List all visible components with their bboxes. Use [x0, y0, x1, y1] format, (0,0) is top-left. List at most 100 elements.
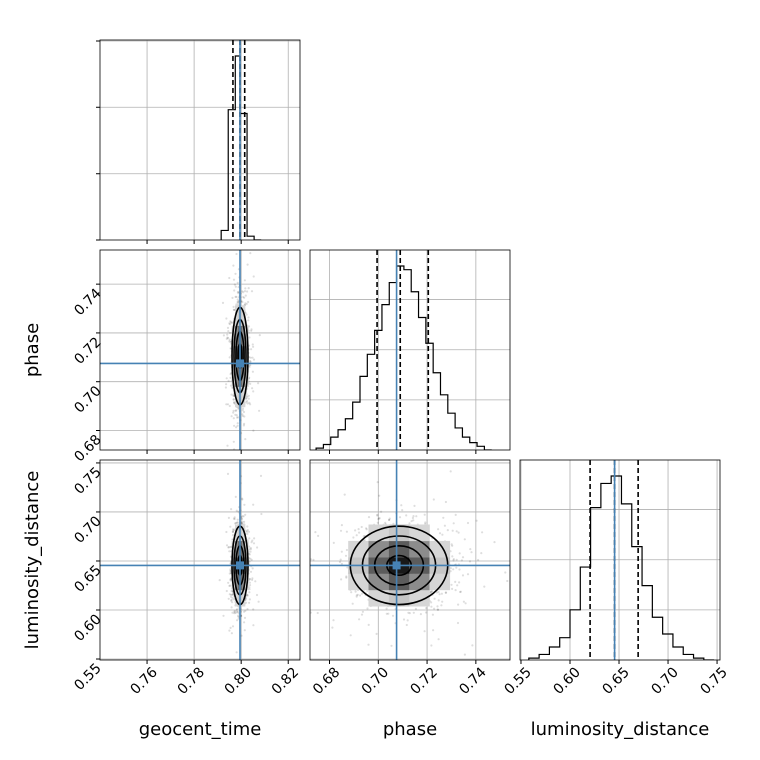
- sample-point: [455, 558, 458, 561]
- sample-point: [356, 593, 359, 596]
- sample-point: [231, 530, 234, 533]
- sample-point: [340, 578, 343, 581]
- sample-point: [245, 593, 248, 596]
- sample-point: [229, 562, 232, 565]
- sample-point: [375, 632, 378, 636]
- sample-point: [340, 562, 343, 566]
- x-tick-label: 0.80: [222, 664, 255, 697]
- sample-point: [475, 519, 478, 522]
- sample-point: [232, 417, 235, 420]
- sample-point: [316, 611, 319, 615]
- sample-point: [451, 555, 454, 558]
- sample-point: [233, 308, 236, 311]
- sample-point: [236, 521, 239, 524]
- sample-point: [248, 577, 251, 581]
- sample-point: [236, 301, 239, 304]
- sample-point: [231, 593, 234, 596]
- sample-point: [248, 360, 252, 363]
- sample-point: [250, 348, 253, 351]
- sample-point: [233, 610, 236, 613]
- sample-point: [423, 513, 426, 516]
- sample-point: [234, 611, 237, 615]
- sample-point: [248, 401, 251, 404]
- sample-point: [241, 409, 244, 412]
- sample-point: [236, 422, 239, 425]
- sample-point: [431, 590, 434, 593]
- sample-point: [233, 516, 236, 519]
- sample-point: [248, 601, 251, 604]
- sample-point: [256, 546, 259, 549]
- sample-point: [241, 413, 244, 416]
- sample-point: [250, 558, 253, 562]
- sample-point: [436, 608, 439, 611]
- sample-point: [244, 302, 247, 305]
- sample-point: [248, 591, 251, 594]
- sample-point: [456, 584, 459, 587]
- sample-point: [234, 272, 237, 275]
- sample-point: [258, 409, 261, 412]
- sample-point: [254, 580, 257, 583]
- sample-point: [228, 340, 231, 343]
- sample-point: [376, 521, 379, 524]
- sample-point: [252, 624, 255, 627]
- sample-point: [229, 340, 232, 344]
- sample-point: [408, 612, 411, 615]
- sample-point: [455, 566, 458, 569]
- sample-point: [332, 541, 335, 545]
- sample-point: [251, 539, 254, 542]
- sample-point: [440, 592, 443, 595]
- sample-point: [251, 387, 254, 390]
- panel-frame: [309, 249, 511, 451]
- sample-point: [250, 541, 253, 544]
- sample-point: [388, 518, 391, 522]
- sample-point: [458, 552, 461, 555]
- sample-point: [345, 530, 348, 533]
- sample-point: [355, 534, 358, 537]
- x-axis-label-luminosity_distance: luminosity_distance: [531, 719, 710, 740]
- sample-point: [368, 728, 370, 730]
- sample-point: [244, 438, 247, 441]
- sample-point: [241, 407, 245, 410]
- sample-point: [241, 497, 244, 500]
- sample-point: [454, 589, 457, 592]
- sample-point: [255, 593, 259, 597]
- density-cell: [235, 325, 239, 347]
- sample-point: [414, 607, 417, 611]
- density-cell: [235, 386, 239, 408]
- sample-point: [463, 538, 466, 541]
- sample-point: [249, 356, 252, 359]
- x-tick-label: 0.72: [408, 664, 441, 697]
- sample-point: [385, 612, 388, 615]
- sample-point: [240, 521, 243, 525]
- sample-point: [247, 300, 250, 304]
- sample-point: [231, 611, 234, 614]
- sample-point: [241, 300, 244, 304]
- sample-point: [226, 403, 230, 406]
- sample-point: [231, 296, 234, 299]
- sample-point: [423, 630, 426, 633]
- sample-point: [444, 591, 448, 594]
- sample-point: [248, 336, 251, 339]
- panel-frame: [519, 459, 721, 661]
- sample-point: [230, 589, 233, 593]
- sample-point: [376, 514, 379, 517]
- sample-point: [442, 516, 445, 519]
- sample-point: [433, 607, 436, 610]
- sample-point: [246, 525, 249, 528]
- sample-point: [247, 530, 251, 533]
- sample-point: [376, 481, 379, 484]
- sample-point: [227, 516, 230, 520]
- sample-point: [232, 440, 235, 443]
- sample-point: [345, 548, 348, 552]
- sample-point: [221, 301, 225, 304]
- sample-point: [388, 517, 391, 520]
- sample-point: [227, 581, 230, 584]
- sample-point: [430, 605, 433, 608]
- sample-point: [340, 524, 343, 527]
- sample-point: [233, 283, 236, 286]
- sample-point: [232, 394, 235, 398]
- density-cell: [241, 573, 246, 591]
- sample-point: [401, 509, 404, 512]
- sample-point: [361, 610, 364, 613]
- sample-point: [236, 619, 239, 622]
